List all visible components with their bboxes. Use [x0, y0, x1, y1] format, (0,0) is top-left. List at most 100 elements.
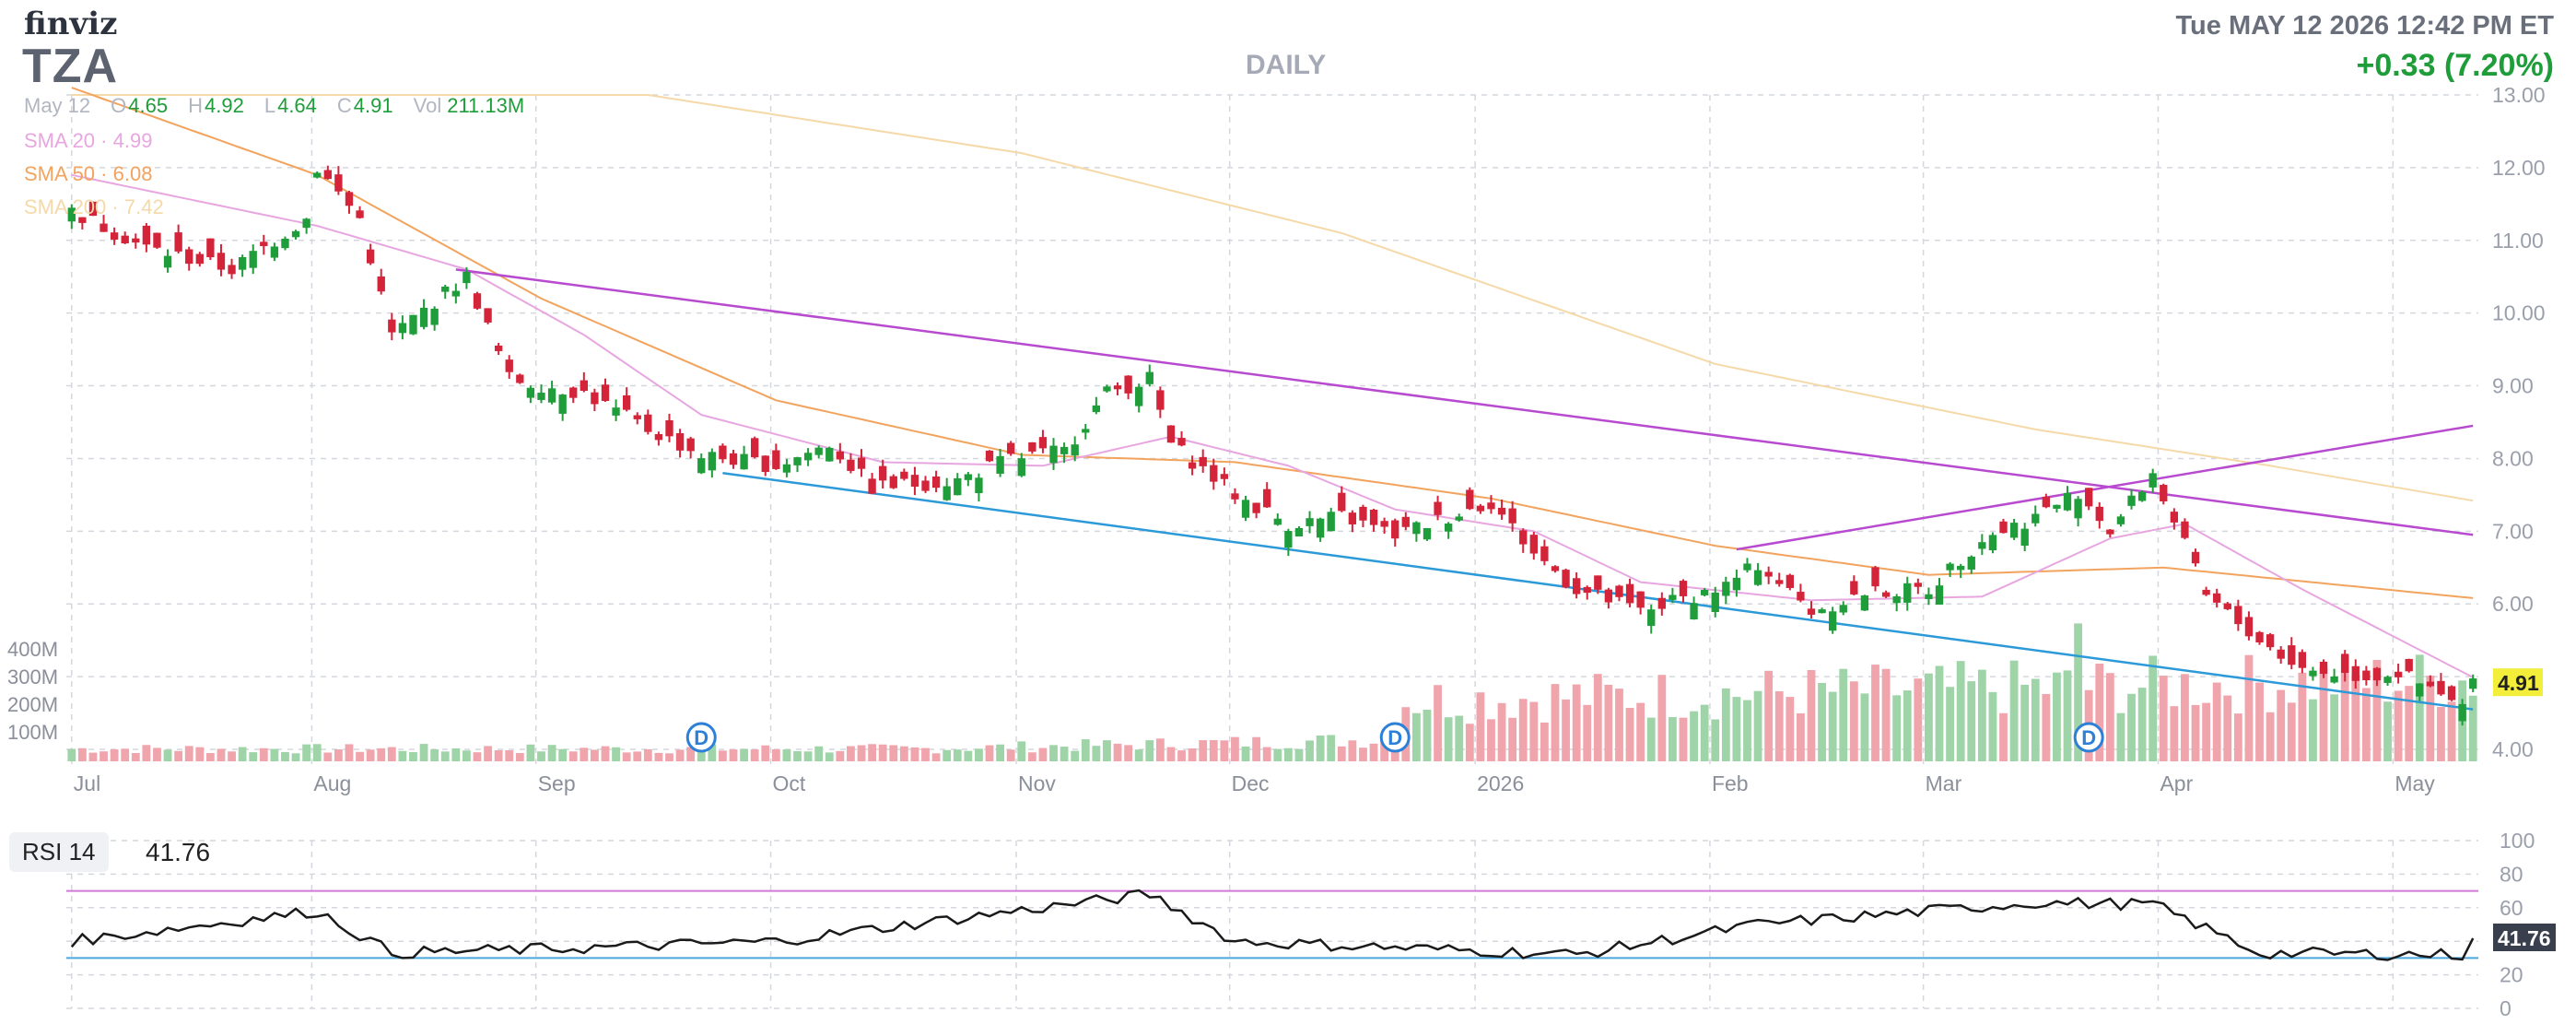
sma50-legend[interactable]: SMA 50 · 6.08: [24, 162, 152, 186]
volume-bar: [1999, 712, 2008, 761]
candle-body: [1124, 375, 1132, 394]
volume-bar: [377, 748, 386, 761]
candle-body: [1210, 465, 1218, 482]
finviz-logo[interactable]: finviz: [24, 6, 118, 42]
candle-body: [1391, 520, 1399, 539]
candle-body: [1743, 563, 1751, 571]
candle-body: [1753, 570, 1762, 585]
volume-bar: [899, 746, 908, 761]
candle-body: [665, 419, 673, 437]
candle-body: [1604, 589, 1613, 603]
volume-bar: [761, 745, 770, 761]
x-axis-label: Jul: [74, 771, 100, 795]
candle-body: [740, 453, 748, 470]
volume-bar: [2020, 684, 2030, 761]
candle-body: [1594, 575, 1602, 590]
candle-body: [697, 458, 706, 474]
rsi-indicator-label[interactable]: RSI 14: [9, 832, 109, 872]
volume-bar: [302, 744, 311, 761]
candle-body: [2234, 606, 2242, 625]
volume-bar: [1038, 748, 1048, 761]
timeframe-label[interactable]: DAILY: [1246, 50, 1327, 80]
x-axis-label: May: [2395, 771, 2435, 795]
candle-body: [1732, 577, 1741, 591]
volume-bar: [1593, 674, 1602, 761]
candle-body: [1828, 611, 1837, 631]
candle-body: [1978, 542, 1986, 549]
candle-body: [100, 223, 108, 232]
candle-body: [1007, 442, 1015, 454]
volume-bar: [558, 748, 568, 761]
candle-body: [1369, 509, 1378, 525]
volume-bar: [1935, 665, 1944, 761]
volume-bar: [1465, 724, 1474, 761]
volume-bar: [484, 746, 492, 761]
candle-body: [1562, 570, 1570, 588]
volume-bar: [1849, 681, 1858, 761]
dividend-marker-icon: [1379, 722, 1411, 753]
volume-bar: [440, 751, 450, 761]
candle-body: [1188, 462, 1197, 469]
volume-bar: [633, 751, 642, 761]
candle-body: [2330, 676, 2338, 683]
rsi-axis-label: 60: [2500, 896, 2523, 920]
trendline-upper-channel: [1736, 424, 2474, 551]
sma200-legend[interactable]: SMA 200 · 7.42: [24, 195, 164, 219]
vol-label: Vol: [413, 94, 442, 117]
x-axis-label: Nov: [1018, 771, 1056, 795]
sma20-legend[interactable]: SMA 20 · 4.99: [24, 129, 152, 153]
volume-bar: [228, 751, 236, 761]
volume-bar: [921, 748, 930, 761]
x-axis-label: Dec: [1232, 771, 1270, 795]
volume-bar: [889, 745, 898, 761]
candle-body: [1551, 566, 1560, 571]
candle-body: [366, 249, 375, 264]
volume-bar: [1411, 712, 1421, 761]
volume-bar: [387, 747, 396, 761]
low-value: 4.64: [277, 94, 317, 117]
volume-bar: [1764, 670, 1774, 761]
vol-value: 211.13M: [447, 94, 525, 117]
volume-bar: [1359, 748, 1367, 761]
price-axis-label: 10.00: [2492, 301, 2546, 325]
volume-bar: [568, 751, 578, 761]
volume-bar: [1027, 752, 1036, 761]
candle-body: [719, 445, 727, 460]
candle-body: [228, 265, 236, 275]
volume-bar: [1518, 699, 1528, 761]
volume-bar: [1220, 740, 1229, 761]
candle-body: [1380, 521, 1388, 527]
volume-bar: [825, 752, 834, 761]
candle-body: [954, 477, 962, 496]
candle-body: [1679, 581, 1688, 596]
volume-bar: [675, 749, 685, 761]
volume-bar: [1434, 685, 1442, 761]
trendline-upper-resistance: [455, 268, 2474, 536]
candle-body: [2170, 512, 2179, 523]
volume-bar: [612, 747, 620, 761]
candle-body: [1967, 556, 1975, 570]
volume-bar: [1903, 690, 1912, 761]
candle-body: [1359, 506, 1367, 521]
volume-bar: [366, 749, 375, 761]
candle-body: [451, 290, 460, 297]
candle-body: [2426, 681, 2435, 687]
volume-bar: [88, 752, 98, 761]
volume-bar: [2009, 660, 2019, 761]
volume-bar: [1615, 689, 1623, 761]
candle-body: [2469, 678, 2477, 689]
candle-body: [2085, 488, 2093, 507]
candle-body: [291, 230, 300, 238]
volume-bar: [1625, 708, 1634, 761]
sma200-label: SMA 200: [24, 195, 107, 218]
candle-body: [1892, 596, 1901, 604]
candle-body: [1988, 535, 1997, 550]
volume-bar: [217, 748, 226, 761]
volume-bar: [270, 748, 279, 761]
volume-bar: [2330, 694, 2339, 761]
volume-bar: [1669, 716, 1677, 761]
volume-bar: [1390, 747, 1399, 761]
close-label: C: [336, 94, 352, 117]
candle-body: [206, 238, 215, 258]
